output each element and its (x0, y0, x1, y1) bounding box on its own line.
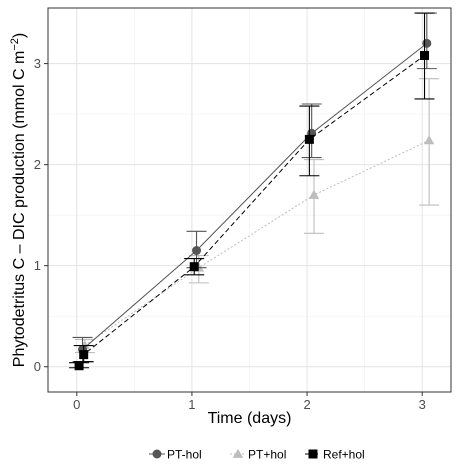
y-tick-label: 1 (34, 258, 41, 273)
x-tick-label: 0 (73, 397, 80, 412)
data-point (423, 135, 435, 145)
y-tick-label: 2 (34, 157, 41, 172)
data-point (74, 361, 84, 371)
data-point (192, 246, 202, 256)
series-ref-hol (69, 12, 435, 371)
legend-item: Ref+hol (305, 448, 365, 462)
x-axis-title: Time (days) (208, 410, 292, 427)
data-point (304, 134, 314, 144)
x-tick-label: 2 (303, 397, 310, 412)
y-axis-title-close: ) (11, 33, 28, 38)
legend-item: PT+hol (230, 448, 286, 462)
data-point (422, 38, 432, 48)
y-tick-label: 3 (34, 56, 41, 71)
y-axis-title-main: Phytodetritus C – DIC production (mmol C… (11, 51, 28, 368)
series-pt-hol (74, 78, 440, 354)
y-axis-title-superscript: −2 (9, 38, 21, 51)
data-point (79, 350, 89, 360)
series-group (69, 12, 440, 371)
x-tick-label: 3 (419, 397, 426, 412)
data-point (308, 189, 320, 199)
axes: 0 1 2 3 0 1 2 3 (34, 56, 426, 412)
legend-key-marker (152, 449, 162, 459)
data-point (420, 50, 430, 60)
legend-label: PT-hol (167, 448, 202, 462)
grid (48, 8, 451, 392)
series-line (84, 139, 430, 346)
x-tick-label: 1 (188, 397, 195, 412)
data-point (189, 262, 199, 272)
legend-label: PT+hol (248, 448, 286, 462)
legend-item: PT-hol (149, 448, 202, 462)
legend-key-marker (232, 448, 244, 458)
legend-key-marker (308, 449, 318, 459)
y-axis-title: Phytodetritus C – DIC production (mmol C… (9, 33, 28, 367)
plot-border (47, 7, 452, 393)
legend: PT-hol PT+hol Ref+hol (149, 448, 365, 462)
y-tick-label: 0 (34, 359, 41, 374)
legend-label: Ref+hol (323, 448, 365, 462)
series-line (82, 42, 428, 350)
